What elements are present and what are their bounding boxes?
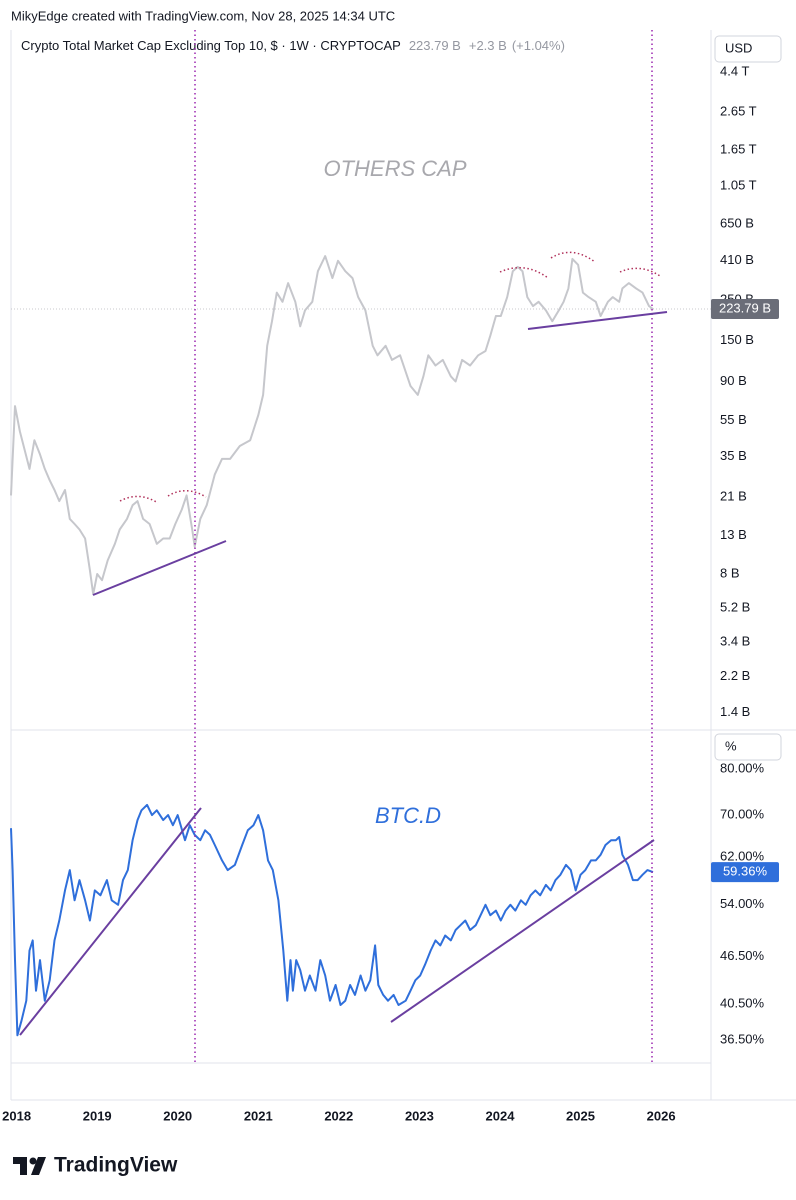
title-price: 223.79 B [409,38,461,53]
y-tick-label: 2.2 B [720,668,750,683]
title: Crypto Total Market Cap Excluding Top 10… [21,38,401,53]
drawings [19,30,668,1063]
line-series [10,255,654,596]
last-price-box [711,862,779,883]
y-tick-label: 13 B [720,527,747,542]
x-tick-label: 2018 [2,1108,31,1123]
y-tick-label: 36.50% [720,1031,765,1046]
currency-button[interactable] [714,35,782,63]
y-tick-label: 4.4 T [720,63,749,78]
y-tick-label: 35 B [720,448,747,463]
y-tick-label: 21 B [720,489,747,504]
logo [13,1157,46,1175]
x-tick-label: 2022 [324,1108,353,1123]
y-tick-label: 1.4 B [720,704,750,719]
x-tick-label: 2026 [647,1108,676,1123]
unit-label[interactable]: % [725,738,737,753]
change: +2.3 B [469,38,507,53]
y-tick-label: 90 B [720,373,747,388]
attribution: MikyEdge created with TradingView.com, N… [11,8,395,23]
x-tick-label: 2023 [405,1108,434,1123]
last-price-label: 223.79 B [719,300,771,315]
x-tick-label: 2025 [566,1108,595,1123]
y-tick-label: 40.50% [720,996,765,1011]
y-tick-label: 1.65 T [720,141,757,156]
y-tick-label: 150 B [720,332,754,347]
y-tick-label: 650 B [720,216,754,231]
x-tick-label: 2020 [163,1108,192,1123]
frame [10,30,796,1101]
last-price-box [711,299,779,319]
y-tick-label: 1.05 T [720,177,757,192]
y-tick-label: 2.65 T [720,104,757,119]
symbol-title: Crypto Total Market Cap Excluding Top 10… [21,38,565,53]
line-series [10,803,654,1037]
y-tick-label: 54.00% [720,896,765,911]
y-tick-label: 410 B [720,252,754,267]
x-tick-label: 2024 [486,1108,516,1123]
y-tick-label: 8 B [720,565,740,580]
change-pct: (+1.04%) [512,38,565,53]
x-tick-label: 2021 [244,1108,273,1123]
x-tick-label: 2019 [83,1108,112,1123]
y-tick-label: 55 B [720,412,747,427]
annotation: BTC.D [375,803,441,828]
last-price-label: 59.36% [723,864,768,879]
y-tick-label: 46.50% [720,948,765,963]
y-tick-label: 70.00% [720,807,765,822]
y-tick-label: 62.00% [720,849,765,864]
y-tick-label: 80.00% [720,760,765,775]
y-tick-label: 5.2 B [720,600,750,615]
unit-button[interactable] [714,733,782,761]
currency-label[interactable]: USD [725,40,752,55]
annotation: OTHERS CAP [323,156,466,181]
y-tick-label: 3.4 B [720,634,750,649]
footer-logo: TradingView [54,1154,178,1177]
